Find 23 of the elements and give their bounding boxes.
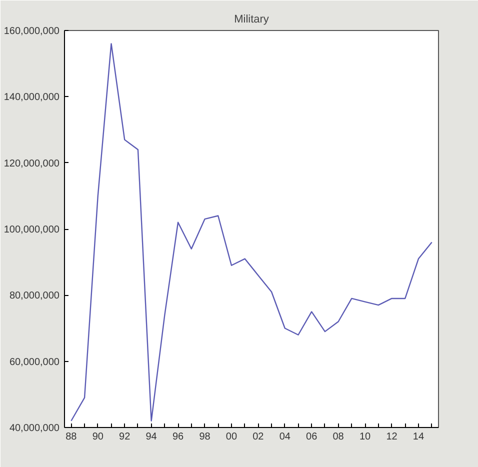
x-tick-label: 12 bbox=[386, 432, 398, 442]
x-tick-label: 08 bbox=[332, 432, 344, 442]
y-tick-label: 80,000,000 bbox=[9, 290, 60, 302]
y-tick-label: 140,000,000 bbox=[4, 92, 60, 104]
x-tick-label: 06 bbox=[306, 432, 318, 442]
y-tick-label: 120,000,000 bbox=[4, 158, 60, 170]
y-tick-label: 40,000,000 bbox=[9, 423, 60, 434]
x-tick-label: 00 bbox=[226, 432, 238, 442]
x-tick-label: 90 bbox=[92, 432, 104, 442]
x-tick-label: 04 bbox=[279, 432, 291, 442]
x-tick-label: 92 bbox=[119, 432, 131, 442]
y-tick-label: 100,000,000 bbox=[4, 224, 60, 236]
y-tick-label: 160,000,000 bbox=[4, 26, 60, 37]
x-tick-label: 02 bbox=[252, 432, 264, 442]
x-tick-label: 94 bbox=[146, 432, 158, 442]
x-tick-label: 96 bbox=[172, 432, 184, 442]
y-tick-label: 60,000,000 bbox=[9, 356, 60, 368]
x-tick-label: 14 bbox=[412, 432, 424, 442]
x-tick-label: 98 bbox=[199, 432, 211, 442]
x-tick-label: 10 bbox=[359, 432, 372, 442]
x-tick-label: 88 bbox=[66, 432, 78, 442]
chart-title: Military bbox=[234, 14, 270, 26]
line-series bbox=[70, 43, 432, 422]
